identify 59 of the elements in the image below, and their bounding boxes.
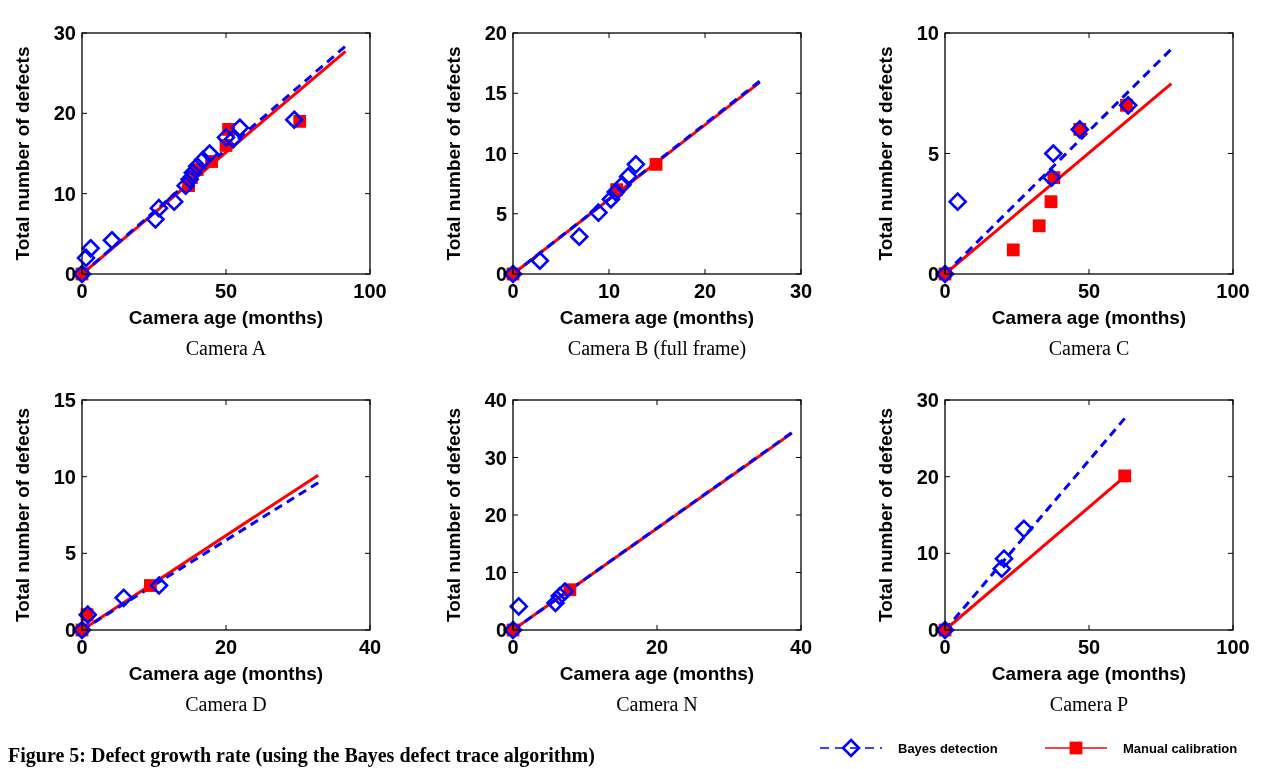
x-tick-label: 20 bbox=[214, 636, 238, 658]
y-tick-label: 10 bbox=[53, 182, 76, 205]
x-tick-label: 50 bbox=[214, 280, 238, 302]
y-tick-label: 30 bbox=[53, 22, 76, 44]
y-axis-title: Total number of defects bbox=[12, 408, 33, 622]
y-tick-label: 5 bbox=[495, 202, 507, 225]
y-tick-label: 15 bbox=[53, 389, 76, 411]
y-tick-label: 20 bbox=[484, 504, 507, 526]
x-tick-label: 100 bbox=[1216, 636, 1250, 658]
x-axis-title: Camera age (months) bbox=[128, 663, 324, 684]
y-axis-title: Total number of defects bbox=[875, 408, 896, 622]
y-axis-title: Total number of defects bbox=[443, 408, 464, 622]
y-tick-label: 0 bbox=[64, 619, 76, 641]
y-axis-title: Total number of defects bbox=[12, 46, 33, 261]
x-tick-label: 10 bbox=[597, 280, 621, 302]
text: Camera P bbox=[1049, 693, 1129, 715]
x-tick-label: 50 bbox=[1077, 280, 1101, 302]
y-tick-label: 5 bbox=[64, 542, 76, 565]
y-tick-label: 30 bbox=[484, 446, 507, 469]
x-tick-label: 40 bbox=[789, 636, 813, 658]
y-tick-label: 0 bbox=[64, 263, 76, 285]
y-tick-label: 15 bbox=[484, 82, 507, 105]
x-axis-title: Camera age (months) bbox=[559, 663, 755, 684]
x-tick-label: 100 bbox=[353, 280, 387, 302]
caption: Figure 5: Defect growth rate (using the Bayes defect trace algorithm) bbox=[8, 744, 595, 767]
y-tick-label: 20 bbox=[53, 102, 76, 125]
y-tick-label: 10 bbox=[916, 22, 939, 44]
x-tick-label: 30 bbox=[789, 280, 813, 302]
x-tick-label: 40 bbox=[358, 636, 382, 658]
y-tick-label: 0 bbox=[495, 619, 507, 641]
text: Camera N bbox=[616, 693, 698, 715]
x-axis-title: Camera age (months) bbox=[991, 307, 1187, 328]
y-tick-label: 10 bbox=[484, 561, 507, 584]
legend-label: Manual calibration bbox=[1123, 741, 1238, 756]
text: Camera C bbox=[1048, 337, 1130, 359]
y-tick-label: 20 bbox=[484, 22, 507, 44]
x-tick-label: 20 bbox=[693, 280, 717, 302]
x-axis-title: Camera age (months) bbox=[128, 307, 324, 328]
text: Camera A bbox=[185, 337, 267, 359]
y-axis-title: Total number of defects bbox=[443, 46, 464, 261]
y-tick-label: 0 bbox=[495, 263, 507, 285]
legend-label: Bayes detection bbox=[898, 741, 998, 756]
y-tick-label: 0 bbox=[927, 619, 939, 641]
y-tick-label: 40 bbox=[484, 389, 507, 411]
text: Camera B (full frame) bbox=[567, 337, 747, 360]
y-axis-title: Total number of defects bbox=[875, 46, 896, 261]
y-tick-label: 10 bbox=[484, 142, 507, 165]
x-tick-label: 100 bbox=[1216, 280, 1250, 302]
x-axis-title: Camera age (months) bbox=[991, 663, 1187, 684]
y-tick-label: 5 bbox=[927, 142, 939, 165]
y-tick-label: 10 bbox=[53, 465, 76, 488]
y-tick-label: 20 bbox=[916, 465, 939, 488]
x-axis-title: Camera age (months) bbox=[559, 307, 755, 328]
y-tick-label: 0 bbox=[927, 263, 939, 285]
text: Camera D bbox=[185, 693, 267, 715]
x-tick-label: 20 bbox=[645, 636, 669, 658]
x-tick-label: 50 bbox=[1077, 636, 1101, 658]
y-tick-label: 30 bbox=[916, 389, 939, 411]
y-tick-label: 10 bbox=[916, 542, 939, 565]
